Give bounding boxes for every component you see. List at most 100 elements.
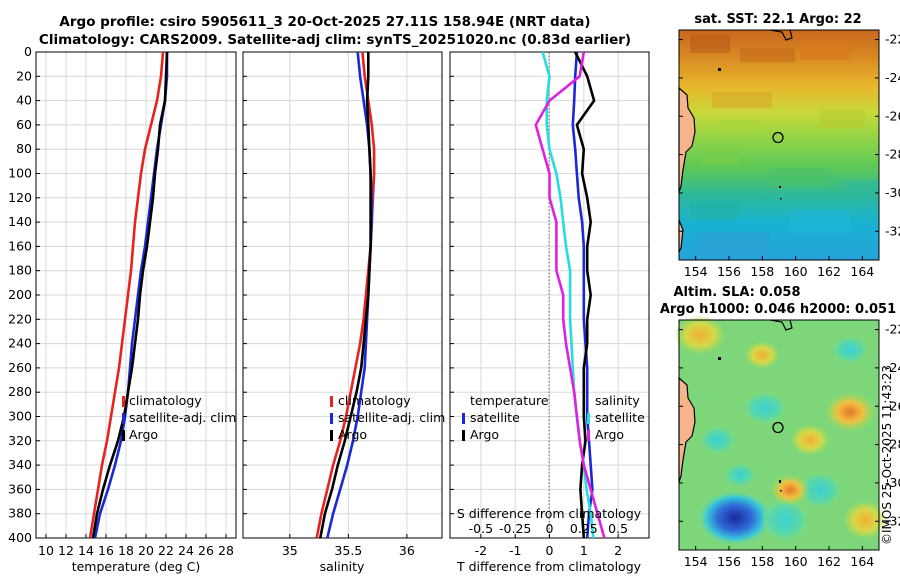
map-sst-title: sat. SST: 22.1 Argo: 22 <box>694 12 861 27</box>
salinity-lines <box>315 52 376 538</box>
series-line-argo <box>319 52 372 538</box>
x-tick-label: 16 <box>98 543 114 558</box>
legend-label-sal-argo: Argo <box>595 427 624 442</box>
map-sst-frame <box>678 29 880 261</box>
y-tick-label: 160 <box>8 238 32 253</box>
map-sla-subtitle: Argo h1000: 0.046 h2000: 0.051 <box>660 302 896 317</box>
x-tick-label: 35.5 <box>334 543 362 558</box>
imos-timestamp: ©IMOS 25-Oct-2025 11:43:23 <box>880 364 894 545</box>
island-dot <box>780 490 782 492</box>
map-x-tick-label: 162 <box>817 264 841 279</box>
y-tick-label: 40 <box>16 93 32 108</box>
temperature-xlabel: temperature (deg C) <box>72 559 201 574</box>
sla-high-anomaly <box>843 500 887 540</box>
coastline-land <box>678 86 696 193</box>
legend-label-sal-satellite: satellite <box>595 410 645 425</box>
island-dot <box>779 186 781 188</box>
y-tick-label: 220 <box>8 311 32 326</box>
x-tick-label: 22 <box>158 543 174 558</box>
series-line-temperature-satellite <box>571 52 594 538</box>
argo-location-marker <box>772 421 784 434</box>
map-y-tick-label: -32 <box>885 223 900 238</box>
x-tick-label: 20 <box>138 543 154 558</box>
y-tick-label: 280 <box>8 384 32 399</box>
x-tick-label: 18 <box>118 543 134 558</box>
map-y-tick-label: -26 <box>885 398 900 413</box>
x-tick-label: 12 <box>58 543 74 558</box>
series-line-argo <box>91 52 169 538</box>
x-tick-label: 36 <box>399 543 415 558</box>
sla-high-anomaly <box>674 315 726 355</box>
map-sst: 154 156 158 160 162 164 -22 -24 -26 -28 -30 -32 <box>678 29 900 279</box>
x-tick-label: 26 <box>198 543 214 558</box>
y-tick-label: 260 <box>8 360 32 375</box>
sla-anomaly <box>798 472 842 508</box>
sla-anomaly <box>743 392 787 424</box>
panel-temperature: 10 12 14 16 18 20 22 24 26 2802040608010012014016… <box>8 44 237 558</box>
coastline-land <box>678 376 696 483</box>
series-line-climatology <box>88 52 165 538</box>
x-tick-label: 35 <box>282 543 298 558</box>
temperature-lines <box>88 52 169 538</box>
s-tick-label: 0 <box>546 521 554 536</box>
x-tick-label: 28 <box>218 543 234 558</box>
map-sla-ticks: 154 156 158 160 162 164 -22 -24 -26 -28 -30 -32 <box>679 322 900 569</box>
x-tick-label: 1 <box>580 543 588 558</box>
salinity-xlabel: salinity <box>320 559 365 574</box>
coastline <box>769 319 793 331</box>
x-tick-label: -2 <box>475 543 487 558</box>
sla-high-anomaly <box>824 392 876 432</box>
map-y-tick-label: -26 <box>885 108 900 123</box>
map-y-tick-label: -28 <box>885 437 900 452</box>
y-tick-label: 360 <box>8 481 32 496</box>
x-tick-label: 2 <box>614 543 622 558</box>
series-line-climatology <box>315 52 376 538</box>
series-line-salinity-argo <box>534 52 606 538</box>
legend-label-climatology: climatology <box>338 393 411 408</box>
y-tick-label: 80 <box>16 141 32 156</box>
map-x-tick-label: 160 <box>784 554 808 569</box>
map-x-tick-label: 158 <box>750 264 774 279</box>
map-sst-ticks: 154 156 158 160 162 164 -22 -24 -26 -28 -30 -32 <box>679 32 900 279</box>
legend-swatch-satellite <box>330 413 333 424</box>
legend-swatch-satellite <box>122 413 125 424</box>
x-tick-label: 0 <box>546 543 554 558</box>
s-difference-label: S difference from climatology <box>457 506 642 521</box>
y-tick-label: 0 <box>24 44 32 59</box>
difference-lines <box>534 52 606 538</box>
map-sla-title: Altim. SLA: 0.058 <box>674 285 801 300</box>
island-dot <box>718 357 721 360</box>
legend-label-temp-satellite: satellite <box>470 410 520 425</box>
sla-anomaly <box>724 463 756 487</box>
y-tick-label: 380 <box>8 506 32 521</box>
panel-difference: -2 -1 0 1 2 <box>449 51 650 558</box>
map-y-tick-label: -22 <box>885 32 900 47</box>
map-x-tick-label: 156 <box>717 554 741 569</box>
legend-swatch-temp-argo <box>462 430 465 441</box>
sla-anomaly <box>761 498 809 542</box>
legend-title-temperature: temperature <box>470 393 549 408</box>
y-tick-label: 200 <box>8 287 32 302</box>
argo-location-marker <box>772 131 784 144</box>
salinity-ticks: 35 35.5 36 <box>243 51 415 558</box>
legend-swatch-climatology <box>330 396 333 407</box>
map-x-tick-label: 154 <box>684 264 708 279</box>
map-x-tick-label: 156 <box>717 264 741 279</box>
sla-anomaly <box>832 336 868 364</box>
x-tick-label: 14 <box>78 543 94 558</box>
map-y-tick-label: -24 <box>885 360 900 375</box>
y-tick-label: 100 <box>8 166 32 181</box>
legend-label-temp-argo: Argo <box>470 427 499 442</box>
y-tick-label: 180 <box>8 263 32 278</box>
temperature-ticks: 10 12 14 16 18 20 22 24 26 2802040608010012014016… <box>8 44 234 558</box>
legend-swatch-sal-satellite <box>587 413 590 424</box>
difference-xlabel: T difference from climatology <box>456 559 642 574</box>
y-tick-label: 60 <box>16 117 32 132</box>
legend-swatch-argo <box>122 430 125 441</box>
legend-swatch-temp-satellite <box>462 413 465 424</box>
difference-grid <box>450 51 649 539</box>
map-x-tick-label: 164 <box>850 264 874 279</box>
map-y-tick-label: -30 <box>885 185 900 200</box>
map-sla: 154 156 158 160 162 164 -22 -24 -26 -28 -30 -32 <box>674 315 900 569</box>
map-y-tick-label: -28 <box>885 147 900 162</box>
